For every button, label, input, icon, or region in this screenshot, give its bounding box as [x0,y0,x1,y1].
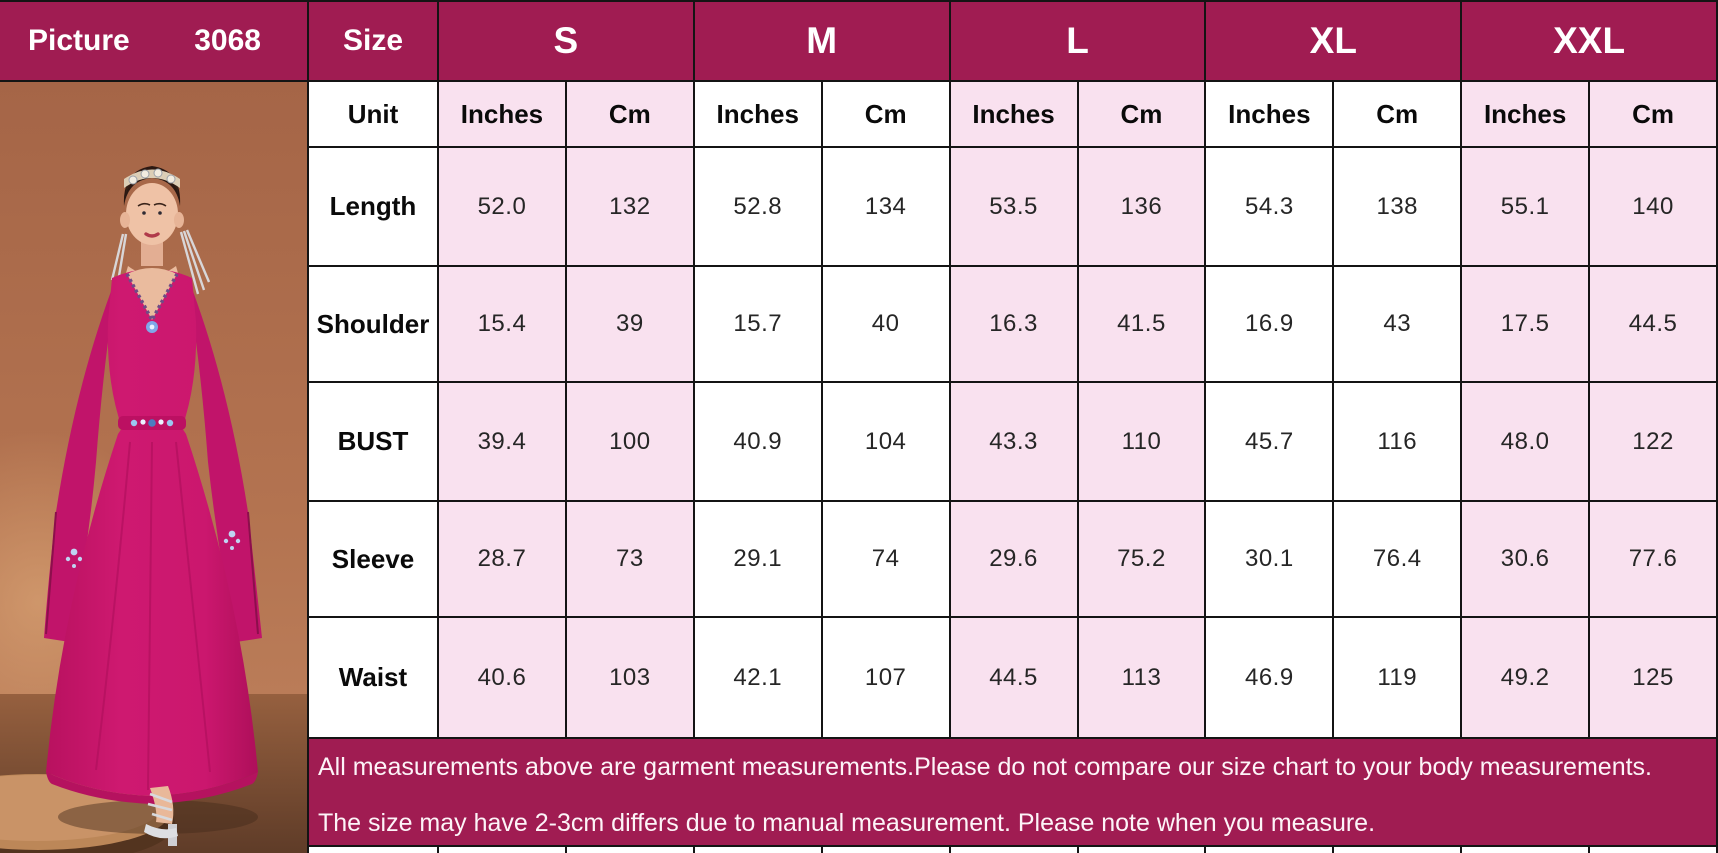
shoulder-m-inches: 15.7 [694,267,823,383]
length-xl-cm: 138 [1334,148,1463,267]
shoulder-s-cm: 39 [566,267,695,383]
bust-s-inches: 39.4 [439,383,567,502]
sliver-cell [822,847,951,853]
unit-xxl-inches: Inches [1462,82,1591,148]
bust-l-cm: 110 [1078,383,1207,502]
row-label-shoulder: Shoulder [309,267,439,383]
size-header-xxl: XXL [1462,0,1718,82]
sleeve-xxl-inches: 30.6 [1462,502,1591,618]
bust-m-cm: 104 [822,383,951,502]
size-header-l: L [950,0,1207,82]
cape-sleeves [44,278,262,642]
sliver-cell [1462,847,1591,853]
waist-l-cm: 113 [1078,618,1207,739]
waist-m-cm: 107 [822,618,951,739]
shoulder-l-cm: 41.5 [1078,267,1207,383]
picture-number: 3068 [194,24,261,57]
waist-xl-inches: 46.9 [1206,618,1335,739]
bust-xl-cm: 116 [1334,383,1463,502]
waist-xxl-inches: 49.2 [1462,618,1591,739]
shoulder-s-inches: 15.4 [439,267,567,383]
sliver-cell [950,847,1079,853]
size-header-s: S [439,0,695,82]
length-xxl-inches: 55.1 [1462,148,1591,267]
sliver-cell [309,847,439,853]
waist-xxl-cm: 125 [1590,618,1718,739]
size-header-xl: XL [1206,0,1463,82]
length-s-inches: 52.0 [439,148,567,267]
shoulder-l-inches: 16.3 [950,267,1079,383]
length-s-cm: 132 [566,148,695,267]
length-m-inches: 52.8 [694,148,823,267]
length-m-cm: 134 [822,148,951,267]
size-table: Size S M L XL XXL Unit Inches Cm Inches … [307,0,1718,853]
sliver-cell [566,847,695,853]
waist-s-inches: 40.6 [439,618,567,739]
sliver-cell [1590,847,1718,853]
neck-brooch [146,321,158,333]
row-label-length: Length [309,148,439,267]
bust-xl-inches: 45.7 [1206,383,1335,502]
model-figure [44,166,262,846]
unit-label: Unit [309,82,439,148]
sleeve-s-cm: 73 [566,502,695,618]
length-xl-inches: 54.3 [1206,148,1335,267]
sliver-cell [439,847,567,853]
unit-l-cm: Cm [1078,82,1207,148]
sleeve-xl-cm: 76.4 [1334,502,1463,618]
unit-s-inches: Inches [439,82,567,148]
shoulder-xxl-cm: 44.5 [1590,267,1718,383]
length-xxl-cm: 140 [1590,148,1718,267]
bust-xxl-inches: 48.0 [1462,383,1591,502]
row-label-bust: BUST [309,383,439,502]
dress [46,268,258,804]
unit-xl-cm: Cm [1334,82,1463,148]
sandal-foot [144,786,178,846]
waist-s-cm: 103 [566,618,695,739]
note-line-1: All measurements above are garment measu… [318,753,1652,781]
shoulder-xl-inches: 16.9 [1206,267,1335,383]
waist-l-inches: 44.5 [950,618,1079,739]
sliver-cell [1334,847,1463,853]
bust-s-cm: 100 [566,383,695,502]
row-label-waist: Waist [309,618,439,739]
sleeve-m-cm: 74 [822,502,951,618]
shoulder-xxl-inches: 17.5 [1462,267,1591,383]
picture-label: Picture [28,24,130,57]
sleeve-m-inches: 29.1 [694,502,823,618]
unit-m-cm: Cm [822,82,951,148]
sliver-cell [1206,847,1335,853]
unit-s-cm: Cm [566,82,695,148]
sleeve-s-inches: 28.7 [439,502,567,618]
unit-xl-inches: Inches [1206,82,1335,148]
length-l-inches: 53.5 [950,148,1079,267]
sleeve-l-cm: 75.2 [1078,502,1207,618]
row-label-sleeve: Sleeve [309,502,439,618]
bust-l-inches: 43.3 [950,383,1079,502]
waist-xl-cm: 119 [1334,618,1463,739]
unit-m-inches: Inches [694,82,823,148]
sliver-cell [1078,847,1207,853]
length-l-cm: 136 [1078,148,1207,267]
picture-header: Picture 3068 [0,0,307,82]
sleeve-xl-inches: 30.1 [1206,502,1335,618]
measurement-notes: All measurements above are garment measu… [309,739,1718,847]
product-photo-panel: Picture 3068 [0,0,307,853]
model-photo-illustration [0,82,307,853]
size-header-m: M [694,0,951,82]
sleeve-l-inches: 29.6 [950,502,1079,618]
bust-xxl-cm: 122 [1590,383,1718,502]
sleeve-xxl-cm: 77.6 [1590,502,1718,618]
shoulder-xl-cm: 43 [1334,267,1463,383]
jeweled-belt [118,416,186,430]
bust-m-inches: 40.9 [694,383,823,502]
size-column-header: Size [309,0,439,82]
shoulder-m-cm: 40 [822,267,951,383]
waist-m-inches: 42.1 [694,618,823,739]
note-line-2: The size may have 2-3cm differs due to m… [318,809,1376,837]
unit-l-inches: Inches [950,82,1079,148]
unit-xxl-cm: Cm [1590,82,1718,148]
sliver-cell [694,847,823,853]
